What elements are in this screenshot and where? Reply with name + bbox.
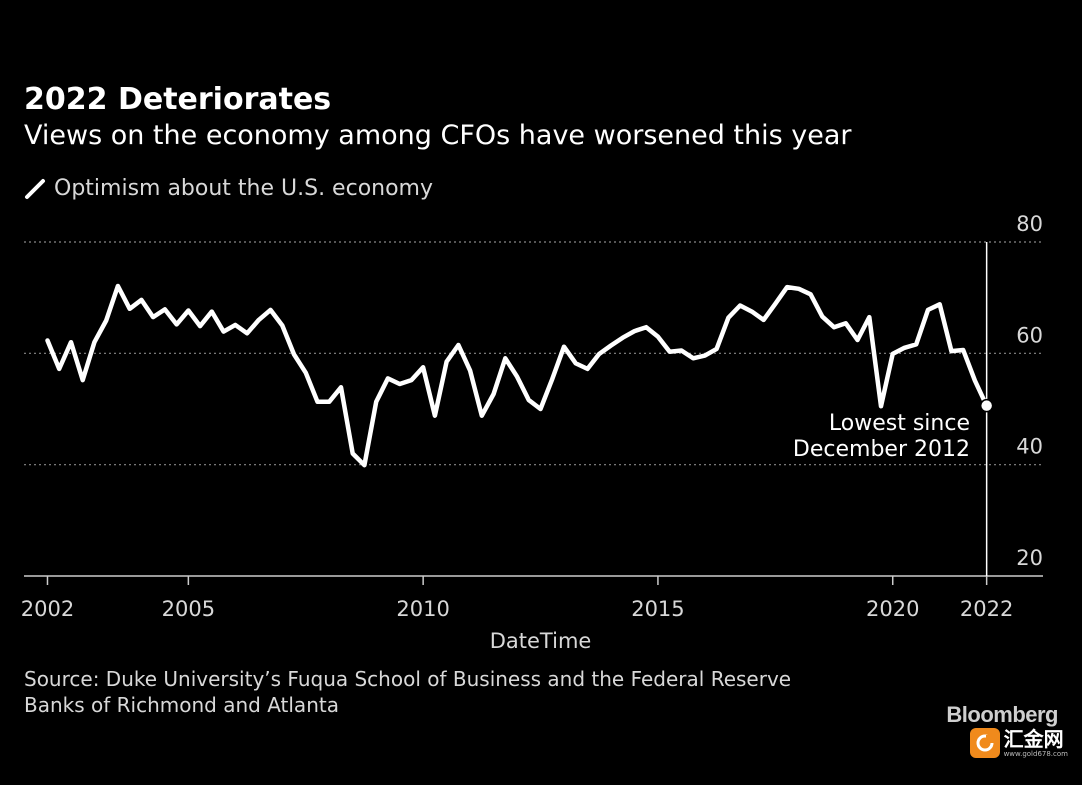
- y-tick-label-40: 40: [1016, 435, 1043, 459]
- series-line-0: [45, 283, 989, 468]
- source-line-1: Source: Duke University’s Fuqua School o…: [24, 667, 792, 691]
- source-line-2: Banks of Richmond and Atlanta: [24, 693, 339, 717]
- y-tick-label-60: 60: [1016, 323, 1043, 347]
- y-tick-label-20: 20: [1016, 546, 1043, 570]
- watermark-name: 汇金网: [1003, 726, 1064, 751]
- bloomberg-logo: Bloomberg: [946, 702, 1058, 727]
- legend: Optimism about the U.S. economy: [24, 176, 433, 201]
- watermark-logo-icon: [969, 728, 1000, 758]
- watermark: 汇金网 www.gold678.com: [969, 726, 1068, 758]
- x-axis-title: DateTime: [490, 629, 592, 653]
- chart-title: 2022 Deteriorates: [24, 82, 332, 117]
- x-tick-label-2005: 2005: [162, 597, 215, 621]
- x-tick-label-2022: 2022: [960, 597, 1013, 621]
- y-tick-label-80: 80: [1016, 212, 1043, 236]
- x-tick-label-2020: 2020: [866, 597, 919, 621]
- x-tick-label-2002: 2002: [21, 597, 74, 621]
- x-tick-label-2015: 2015: [631, 597, 684, 621]
- legend-line-icon: [25, 178, 45, 199]
- line-chart: 20 40 60 80 2002 2005 2010 2015 2020 2022 DateTime…: [21, 212, 1043, 653]
- annotation-line-1: Lowest since: [829, 411, 970, 436]
- source-note: Source: Duke University’s Fuqua School o…: [24, 666, 791, 718]
- chart-subtitle: Views on the economy among CFOs have wor…: [24, 120, 852, 151]
- latest-point-marker: [979, 398, 994, 413]
- watermark-url: www.gold678.com: [1003, 749, 1068, 758]
- x-tick-label-2010: 2010: [396, 597, 449, 621]
- legend-label: Optimism about the U.S. economy: [54, 176, 434, 201]
- annotation-line-2: December 2012: [793, 437, 970, 462]
